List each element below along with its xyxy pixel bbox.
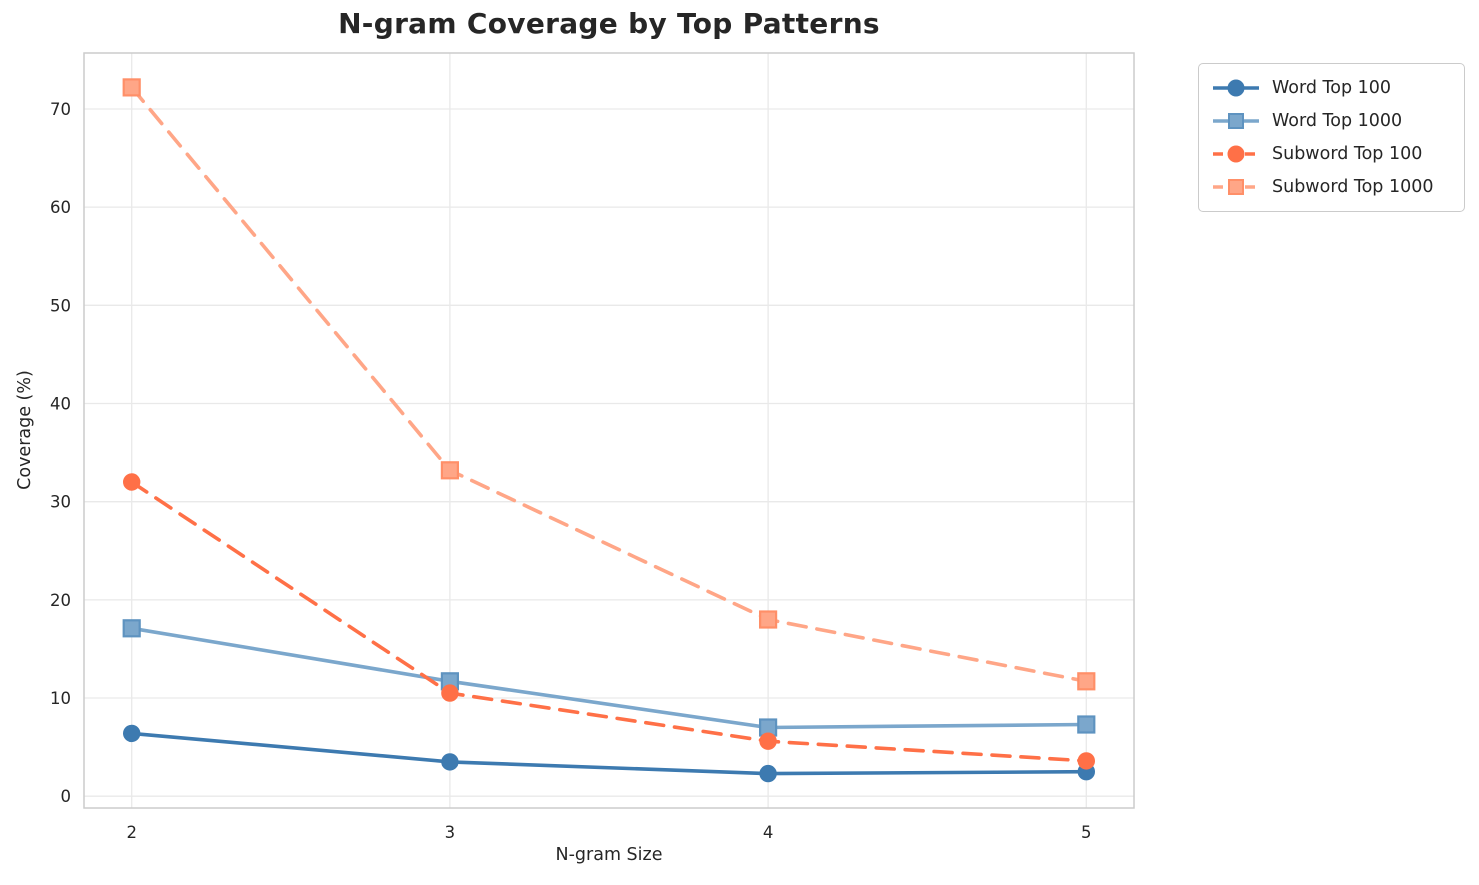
data-point-marker: [441, 753, 459, 771]
legend-marker-sample: [1228, 113, 1244, 129]
x-tick-label: 3: [445, 823, 456, 842]
series-subword-top-1000: [122, 78, 1096, 691]
legend-swatch-square-icon: [1213, 113, 1259, 129]
legend-marker-sample: [1228, 179, 1244, 195]
legend: Word Top 100 Word Top 1000 Subword Top 100…: [1198, 63, 1465, 212]
y-tick-label: 20: [50, 591, 71, 610]
data-point-marker: [122, 724, 141, 743]
x-tick-label: 4: [763, 823, 774, 842]
legend-marker-sample: [1227, 79, 1245, 97]
y-tick-label: 50: [50, 296, 71, 315]
y-tick-label: 60: [50, 198, 71, 217]
x-tick-label: 2: [126, 823, 137, 842]
data-point-marker: [122, 619, 141, 638]
legend-item-subword-top-100: Subword Top 100: [1211, 141, 1452, 167]
series-word-top-1000: [122, 619, 1096, 737]
legend-label: Subword Top 100: [1272, 144, 1423, 164]
legend-swatch-circle-icon: [1213, 145, 1259, 163]
legend-item-word-top-1000: Word Top 1000: [1211, 108, 1452, 134]
y-tick-label: 30: [50, 493, 71, 512]
data-point-marker: [122, 473, 141, 491]
legend-swatch-circle-icon: [1213, 79, 1259, 97]
y-tick-label: 10: [50, 689, 71, 708]
plot-border: [83, 52, 1135, 809]
data-point-marker: [758, 610, 778, 629]
data-point-marker: [1077, 752, 1096, 770]
legend-marker-sample: [1227, 145, 1245, 163]
data-point-marker: [122, 78, 141, 97]
chart-title: N-gram Coverage by Top Patterns: [338, 7, 880, 40]
series-line: [129, 480, 1089, 763]
data-point-marker: [440, 461, 459, 480]
series-subword-top-100: [122, 473, 1096, 770]
data-point-marker: [759, 732, 777, 750]
data-point-marker: [1077, 715, 1096, 734]
legend-swatch-square-icon: [1213, 179, 1259, 195]
legend-item-subword-top-1000: Subword Top 1000: [1211, 174, 1452, 200]
data-point-marker: [759, 764, 777, 783]
x-tick-label: 5: [1081, 823, 1092, 842]
legend-label: Word Top 100: [1272, 78, 1392, 98]
series-word-top-100: [122, 724, 1096, 783]
legend-label: Word Top 1000: [1272, 111, 1403, 131]
data-point-marker: [1077, 672, 1096, 691]
x-axis-label: N-gram Size: [555, 845, 663, 865]
series-line: [129, 626, 1089, 730]
y-tick-label: 40: [50, 395, 71, 414]
legend-label: Subword Top 1000: [1272, 177, 1434, 197]
y-tick-label: 70: [50, 100, 71, 119]
data-point-marker: [441, 684, 459, 702]
y-tick-label: 0: [61, 787, 72, 806]
series-line: [129, 731, 1089, 776]
series-line: [129, 85, 1089, 684]
legend-item-word-top-100: Word Top 100: [1211, 75, 1452, 101]
